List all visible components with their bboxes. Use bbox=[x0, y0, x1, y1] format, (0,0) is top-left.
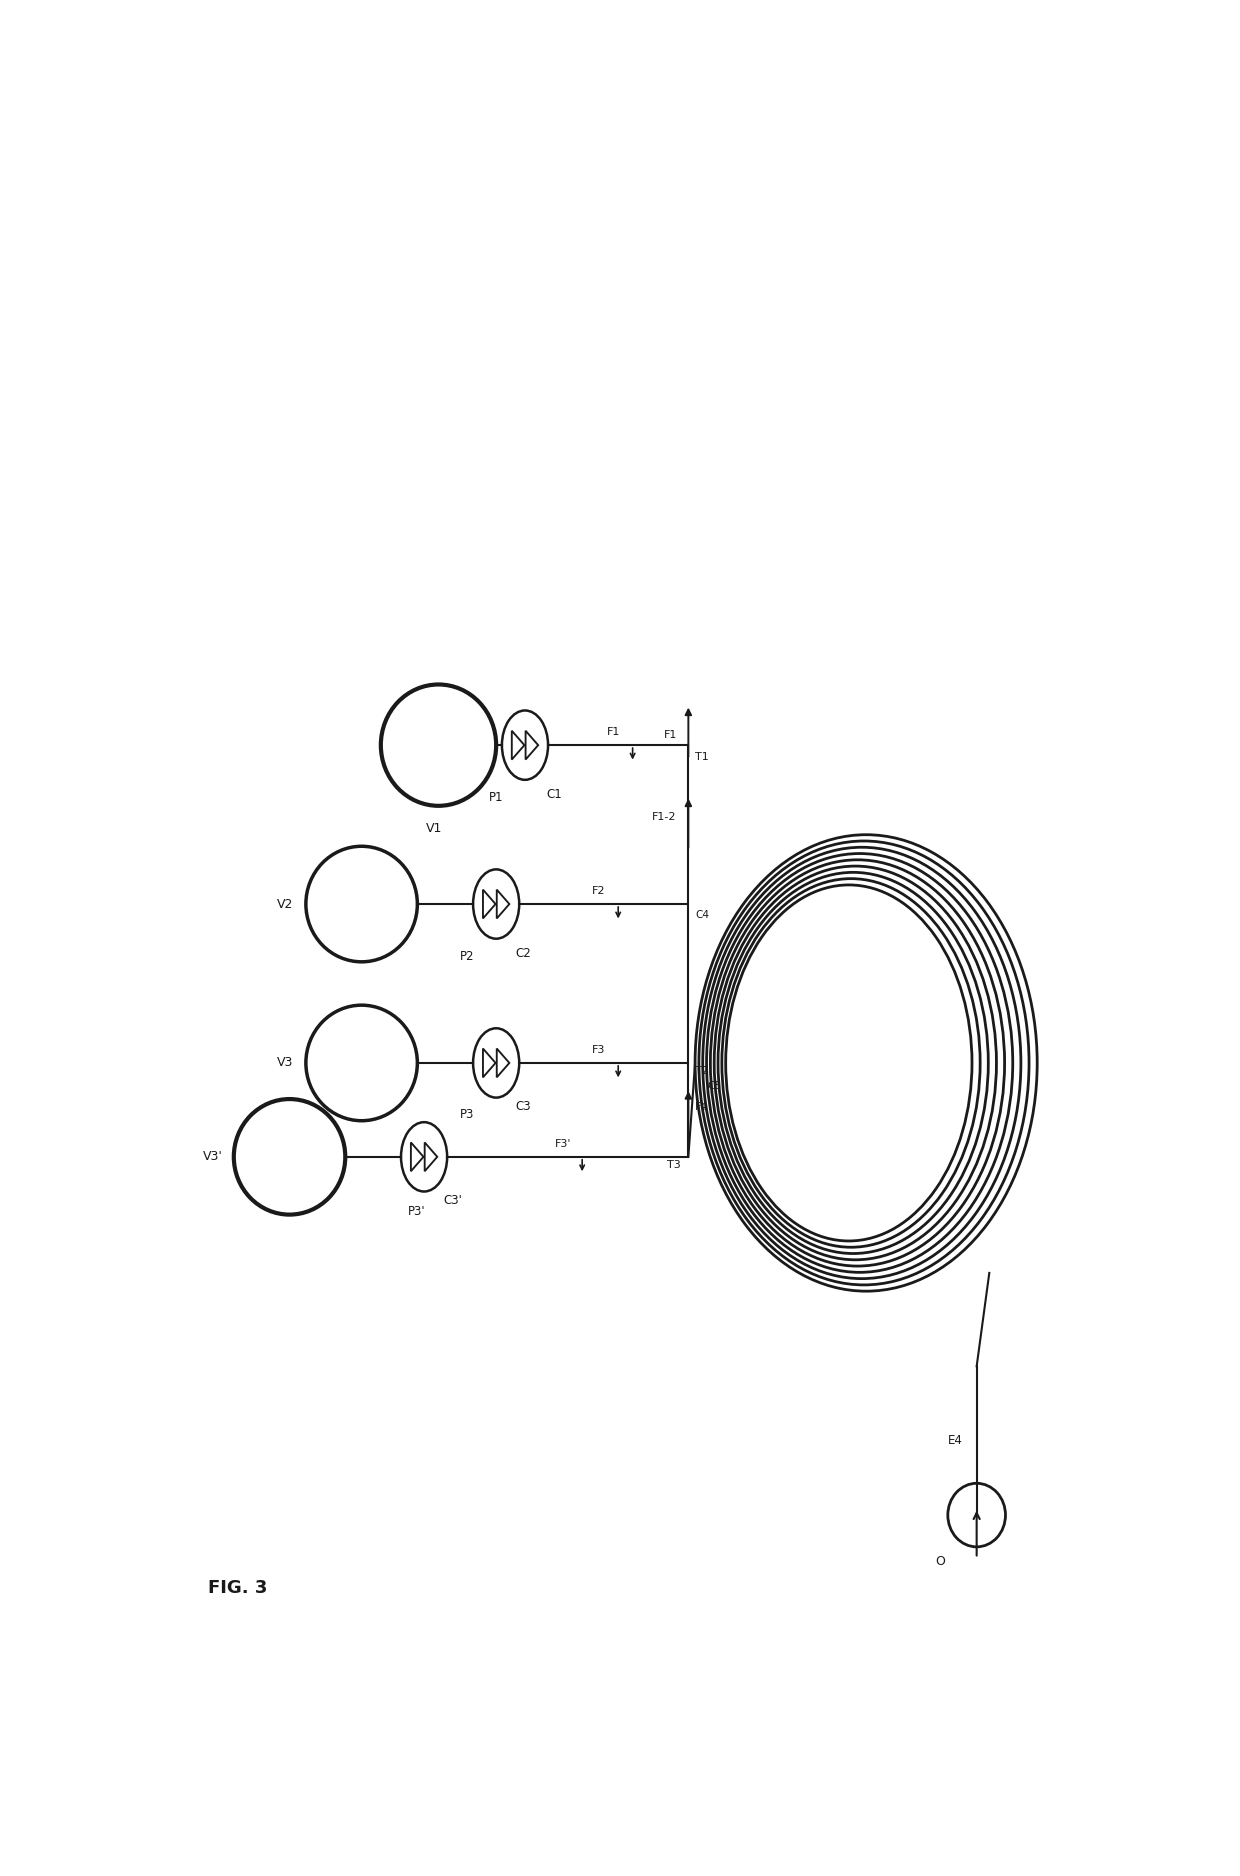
Text: T2: T2 bbox=[696, 1066, 709, 1077]
Text: F4: F4 bbox=[696, 1101, 708, 1112]
Text: V3': V3' bbox=[202, 1150, 223, 1163]
Text: P3: P3 bbox=[460, 1109, 475, 1122]
Text: E4: E4 bbox=[947, 1433, 962, 1446]
Text: C3: C3 bbox=[516, 1099, 531, 1112]
Text: FIG. 3: FIG. 3 bbox=[208, 1580, 268, 1598]
Text: P2: P2 bbox=[460, 949, 475, 962]
Text: V2: V2 bbox=[277, 897, 293, 910]
Text: V1: V1 bbox=[425, 822, 441, 835]
Text: C2: C2 bbox=[515, 947, 531, 961]
Text: F1: F1 bbox=[606, 728, 620, 737]
Text: C5: C5 bbox=[708, 1081, 722, 1092]
Text: F3: F3 bbox=[593, 1045, 605, 1054]
Text: F1-2: F1-2 bbox=[652, 812, 677, 822]
Text: C4: C4 bbox=[696, 910, 709, 921]
Text: F2: F2 bbox=[593, 885, 605, 897]
Text: O: O bbox=[935, 1555, 945, 1568]
Text: F3': F3' bbox=[554, 1139, 572, 1148]
Text: P1: P1 bbox=[489, 790, 503, 803]
Text: T1: T1 bbox=[696, 752, 709, 762]
Text: T3: T3 bbox=[667, 1161, 681, 1171]
Text: V3: V3 bbox=[277, 1056, 293, 1069]
Text: C1: C1 bbox=[546, 788, 562, 801]
Text: C3': C3' bbox=[444, 1193, 463, 1206]
Text: P3': P3' bbox=[408, 1204, 425, 1218]
Text: F1: F1 bbox=[665, 730, 678, 739]
